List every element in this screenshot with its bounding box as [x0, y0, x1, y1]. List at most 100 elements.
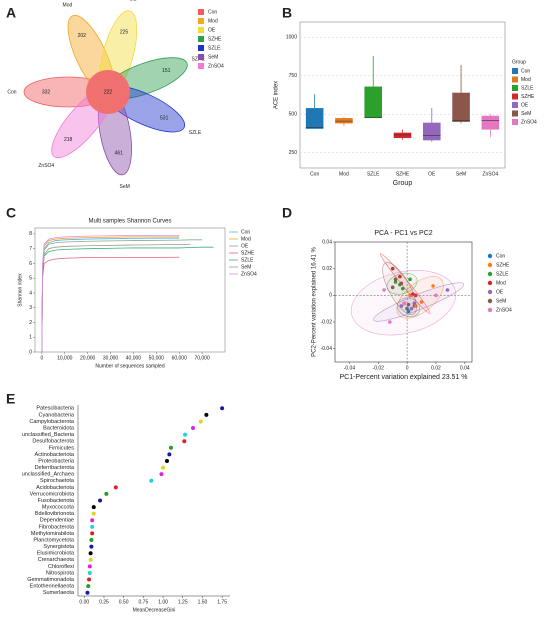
x-axis-label: Number of sequences sampled [95, 363, 164, 369]
panel-label: E [6, 391, 15, 407]
point [431, 284, 435, 288]
legend-label: Mod [496, 280, 506, 286]
y-axis-label: ACE index [274, 81, 280, 109]
plot-frame [34, 227, 226, 353]
x-tick-label: Mod [339, 171, 349, 177]
core [86, 70, 130, 114]
box [452, 92, 470, 122]
legend-label: ZnSO4 [496, 307, 512, 313]
dot [159, 472, 164, 477]
curve [41, 243, 191, 353]
x-tick-label: 1.75 [217, 599, 227, 605]
category-label: Verrucomicrobiota [30, 491, 75, 497]
point [412, 301, 417, 306]
x-tick-label: SeM [456, 171, 466, 177]
curve [41, 234, 180, 353]
category-label: Fusobacteriota [38, 498, 75, 504]
petal-count: 218 [64, 137, 73, 143]
legend-title: Group [512, 59, 526, 65]
legend-swatch [198, 63, 204, 69]
legend-marker [487, 271, 493, 277]
y-axis-label: PC2-Percent variation explained 16.41 % [312, 246, 318, 356]
category-label: Actinobacteriota [35, 452, 75, 458]
panel-label: C [6, 205, 16, 221]
x-tick-label: SZHE [396, 171, 410, 177]
category-label: Sumerlaeota [43, 590, 75, 596]
legend-swatch [198, 18, 204, 24]
legend-label: Con [241, 229, 250, 235]
x-axis-label: MeanDecreaseGini [133, 607, 176, 613]
point [390, 266, 395, 271]
dot [183, 432, 188, 437]
x-tick-label: 1.50 [198, 599, 208, 605]
legend-label: SZHE [208, 36, 222, 42]
dot [87, 577, 92, 582]
legend-label: OE [208, 27, 216, 33]
legend-label: SeM [521, 111, 531, 117]
y-tick-label: 7 [29, 246, 32, 252]
category-label: Myxococcota [42, 505, 75, 511]
category-label: Firmicutes [49, 445, 75, 451]
petal-count: 225 [120, 29, 129, 35]
point [406, 309, 411, 314]
x-tick-label: -0.02 [373, 365, 385, 371]
point [398, 274, 402, 279]
panel-label: B [282, 5, 292, 21]
legend-marker [487, 307, 493, 313]
petal-label: SeM [120, 184, 130, 190]
dot [167, 452, 172, 457]
point [445, 288, 450, 292]
petal-label: Con [7, 89, 16, 95]
category-label: Acidobacteriota [36, 485, 75, 491]
y-tick-label: 1000 [286, 35, 297, 41]
panel-label: D [282, 205, 292, 221]
petal-count: 461 [115, 150, 124, 156]
dot [91, 511, 96, 516]
point [405, 306, 409, 311]
legend-marker [487, 253, 493, 259]
dot [90, 531, 95, 536]
category-label: Bdellovibrionota [35, 511, 75, 517]
dot [220, 406, 225, 411]
x-tick-label: 0.25 [99, 599, 109, 605]
point [408, 277, 412, 282]
curve [41, 236, 180, 353]
point [400, 286, 405, 291]
legend-swatch [198, 54, 204, 60]
legend-label: ZnSO4 [208, 63, 224, 69]
legend-label: OE [521, 102, 529, 108]
dot [89, 544, 94, 549]
y-tick-label: 0 [29, 349, 32, 355]
legend-label: SeM [208, 54, 218, 60]
petal-count: 151 [162, 68, 171, 74]
x-tick-label: 0.04 [460, 365, 470, 371]
category-label: Synergistota [43, 544, 75, 550]
x-tick-label: SZLE [367, 171, 380, 177]
x-tick-label: OE [428, 171, 436, 177]
dot [164, 458, 169, 463]
legend-swatch [198, 9, 204, 15]
y-axis-label: Shannon index [17, 273, 23, 307]
dot [91, 505, 96, 510]
category-label: Dependentiae [40, 518, 74, 524]
x-tick-label: 0.50 [119, 599, 129, 605]
petal-count: 202 [78, 33, 87, 39]
plot-frame [299, 21, 506, 169]
category-label: Elusimicrobiota [37, 551, 75, 557]
x-tick-label: 0.02 [431, 365, 441, 371]
category-label: Spirochaetota [40, 478, 75, 484]
box [481, 115, 500, 130]
x-tick-label: -0.04 [344, 365, 356, 371]
dot [168, 445, 173, 450]
x-tick-label: Con [310, 171, 319, 177]
legend-label: Con [521, 68, 530, 74]
category-label: Patescibacteria [36, 406, 75, 412]
dot [182, 439, 187, 444]
legend-label: SZLE [496, 271, 509, 277]
petal-count: 332 [42, 89, 51, 95]
point [399, 304, 404, 308]
point [409, 306, 414, 311]
category-label: Methylomirabilota [31, 531, 75, 537]
legend-label: OE [496, 289, 504, 295]
box [393, 132, 412, 139]
